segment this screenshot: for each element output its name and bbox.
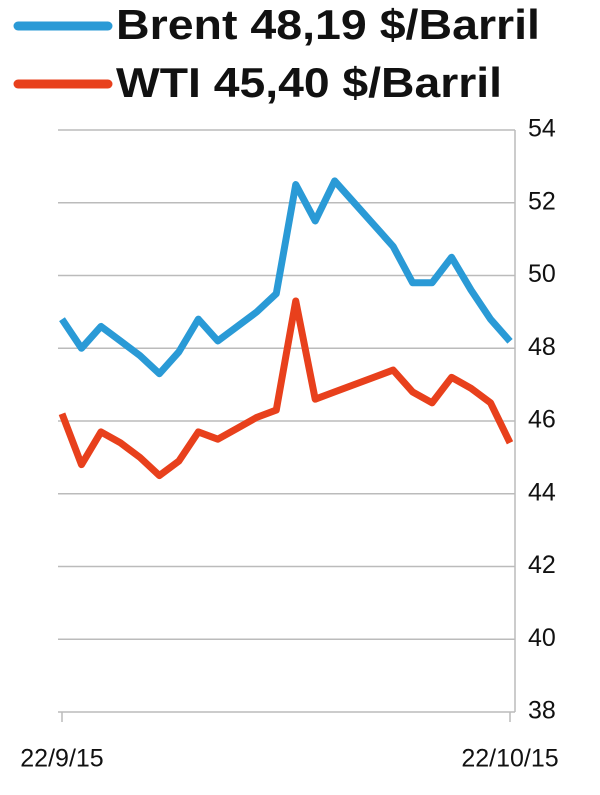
x-tick-label: 22/10/15: [461, 745, 558, 773]
y-tick-label: 42: [528, 551, 556, 579]
legend-label: Brent 48,19 $/Barril: [116, 1, 540, 48]
y-tick-label: 54: [528, 115, 556, 143]
y-tick-label: 52: [528, 187, 556, 215]
x-tick-label: 22/9/15: [20, 745, 103, 773]
series-line: [58, 297, 514, 480]
series-line: [59, 177, 513, 378]
y-tick-label: 48: [528, 333, 556, 361]
y-tick-label: 46: [528, 406, 556, 434]
legend-label: WTI 45,40 $/Barril: [116, 59, 502, 106]
y-tick-label: 44: [528, 478, 556, 506]
y-tick-label: 50: [528, 260, 556, 288]
y-tick-label: 38: [528, 697, 556, 725]
y-tick-label: 40: [528, 624, 556, 652]
